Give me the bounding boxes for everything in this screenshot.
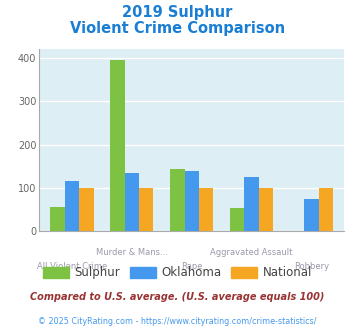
Text: Rape: Rape bbox=[181, 262, 202, 271]
Bar bbox=[318, 188, 333, 231]
Bar bbox=[304, 199, 318, 231]
Bar bbox=[50, 207, 65, 231]
Bar bbox=[110, 60, 125, 231]
Bar bbox=[199, 188, 213, 231]
Text: Violent Crime Comparison: Violent Crime Comparison bbox=[70, 21, 285, 36]
Text: 2019 Sulphur: 2019 Sulphur bbox=[122, 5, 233, 20]
Text: Robbery: Robbery bbox=[294, 262, 329, 271]
Bar bbox=[170, 169, 185, 231]
Legend: Sulphur, Oklahoma, National: Sulphur, Oklahoma, National bbox=[38, 262, 317, 284]
Bar bbox=[185, 171, 199, 231]
Text: Aggravated Assault: Aggravated Assault bbox=[211, 248, 293, 257]
Bar bbox=[139, 188, 153, 231]
Bar bbox=[259, 188, 273, 231]
Text: All Violent Crime: All Violent Crime bbox=[37, 262, 107, 271]
Text: Compared to U.S. average. (U.S. average equals 100): Compared to U.S. average. (U.S. average … bbox=[30, 292, 325, 302]
Bar bbox=[79, 188, 93, 231]
Bar bbox=[65, 181, 79, 231]
Bar bbox=[230, 208, 244, 231]
Bar bbox=[125, 173, 139, 231]
Text: © 2025 CityRating.com - https://www.cityrating.com/crime-statistics/: © 2025 CityRating.com - https://www.city… bbox=[38, 317, 317, 326]
Bar bbox=[244, 177, 259, 231]
Text: Murder & Mans...: Murder & Mans... bbox=[96, 248, 168, 257]
